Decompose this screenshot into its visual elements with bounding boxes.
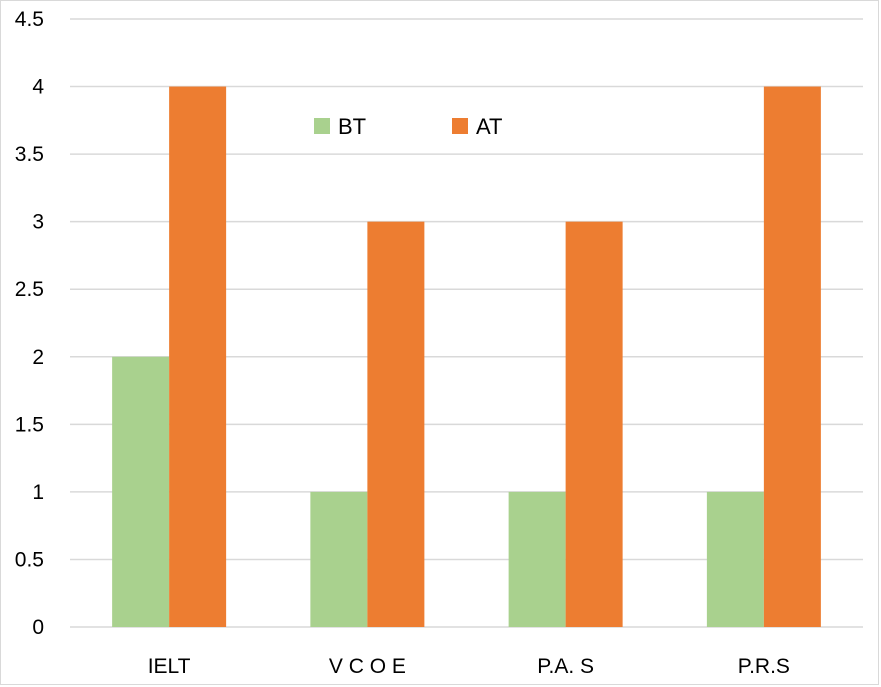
x-axis-tick-labels: IELT V C O E P.A. S P.R.S <box>148 655 790 678</box>
y-tick-label: 0 <box>32 616 44 639</box>
x-tick-label: P.R.S <box>738 655 790 678</box>
y-tick-label: 1.5 <box>15 413 44 436</box>
x-tick-label: IELT <box>148 655 191 678</box>
y-tick-label: 2.5 <box>15 278 44 301</box>
legend-swatch-at <box>452 118 468 134</box>
bar-at-3 <box>763 86 821 628</box>
legend-label-bt: BT <box>338 114 366 139</box>
bar-at-1 <box>367 221 425 627</box>
y-tick-label: 2 <box>32 346 44 369</box>
y-tick-label: 0.5 <box>15 548 44 571</box>
bar-at-2 <box>565 221 623 627</box>
bar-bt-3 <box>706 491 764 627</box>
x-tick-label: V C O E <box>329 655 406 678</box>
y-tick-label: 3 <box>32 211 44 234</box>
bar-bt-2 <box>508 491 566 627</box>
bar-at-0 <box>169 86 227 628</box>
bar-bt-0 <box>112 356 170 627</box>
legend: BT AT <box>314 114 502 139</box>
bars <box>112 86 821 628</box>
y-tick-label: 4 <box>32 76 44 99</box>
y-tick-label: 1 <box>32 481 44 504</box>
bar-bt-1 <box>310 491 368 627</box>
y-axis-tick-labels: 0 0.5 1 1.5 2 2.5 3 3.5 4 4.5 <box>15 8 45 639</box>
y-tick-label: 4.5 <box>15 8 44 31</box>
x-tick-label: P.A. S <box>537 655 594 678</box>
legend-swatch-bt <box>314 118 330 134</box>
y-tick-label: 3.5 <box>15 143 44 166</box>
legend-label-at: AT <box>476 114 502 139</box>
